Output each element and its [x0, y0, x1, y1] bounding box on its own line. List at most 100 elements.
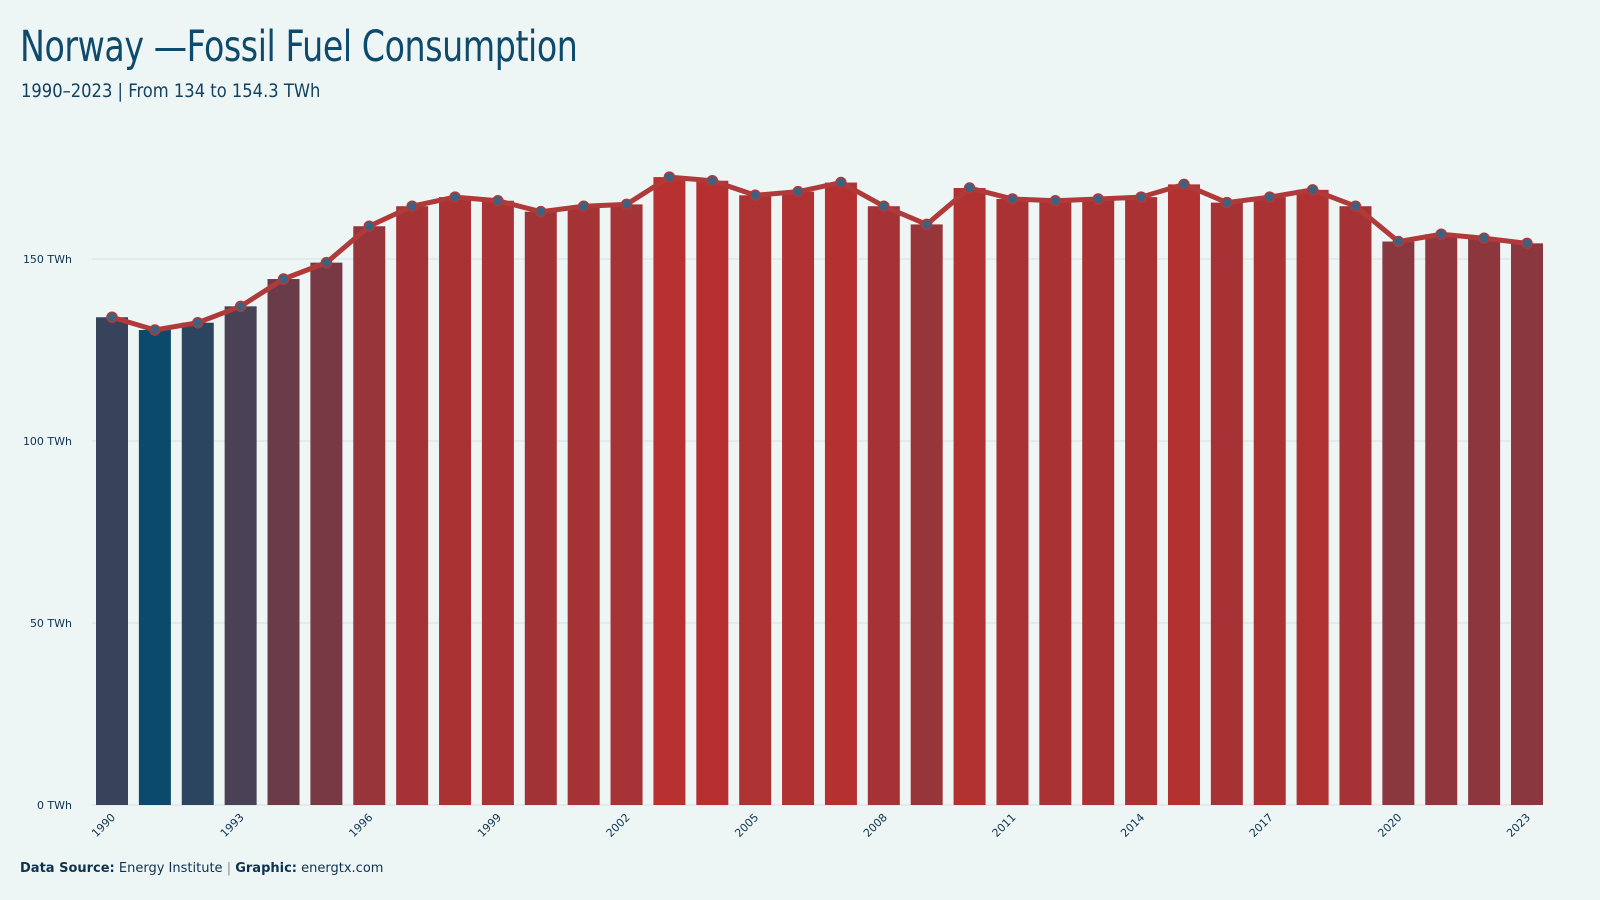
x-tick-label: 2011	[990, 811, 1019, 840]
trend-polyline	[109, 174, 1530, 333]
bar-2020	[1382, 241, 1415, 805]
bar-1998	[439, 197, 472, 805]
marker-1990	[106, 311, 118, 323]
bar-2008	[867, 206, 900, 806]
y-axis-tick-labels: 0 TWh 50 TWh 100 TWh 150 TWh	[23, 253, 72, 812]
y-tick-label: 100 TWh	[23, 435, 72, 448]
bar-1993	[224, 306, 257, 805]
marker-1997	[406, 200, 418, 212]
bar-1991	[138, 329, 171, 805]
marker-2002	[620, 198, 633, 211]
chart-title: Norway —Fossil Fuel Consumption	[20, 22, 578, 72]
bar-2012	[1039, 200, 1072, 805]
graphic-label: Graphic:	[235, 861, 297, 876]
marker-2017	[1263, 191, 1276, 203]
bar-1994	[267, 279, 300, 805]
y-tick-label: 50 TWh	[30, 617, 72, 630]
bar-1995	[310, 262, 343, 805]
footer-separator: |	[226, 861, 232, 876]
marker-2013	[1092, 193, 1104, 205]
marker-2006	[792, 185, 804, 198]
marker-1999	[492, 195, 504, 207]
y-tick-label: 0 TWh	[37, 799, 72, 812]
x-tick-label: 2020	[1375, 811, 1404, 840]
marker-2001	[577, 200, 590, 212]
bar-1997	[396, 206, 429, 806]
marker-2022	[1478, 232, 1490, 245]
x-tick-label: 2008	[861, 811, 890, 840]
x-axis-tick-labels: 1990 1993 1996 1999 2002 2005 2008 2011 2014 2017…	[89, 811, 1533, 840]
x-tick-label: 2002	[604, 811, 633, 840]
bar-2021	[1425, 234, 1458, 806]
marker-2005	[749, 189, 761, 202]
marker-2023	[1521, 237, 1533, 250]
x-tick-label: 1999	[475, 811, 504, 840]
bar-2000	[524, 211, 557, 805]
marker-2003	[663, 171, 676, 183]
bar-2001	[567, 206, 600, 806]
marker-2012	[1049, 195, 1062, 207]
marker-2004	[706, 174, 719, 187]
marker-1995	[320, 256, 333, 269]
bar-2017	[1253, 197, 1286, 805]
bar-2004	[696, 180, 729, 806]
bar-2019	[1339, 206, 1372, 806]
marker-2014	[1135, 191, 1147, 203]
bar-2006	[782, 191, 815, 805]
marker-2019	[1349, 200, 1362, 212]
bar-2013	[1082, 198, 1115, 805]
line-markers	[106, 171, 1533, 336]
source-footer: Data Source: Energy Institute | Graphic:…	[20, 861, 383, 876]
marker-1996	[363, 220, 376, 232]
bars	[96, 177, 1543, 806]
bar-2022	[1468, 238, 1501, 805]
source-value: Energy Institute	[118, 861, 223, 876]
marker-2015	[1178, 178, 1190, 191]
y-tick-label: 150 TWh	[23, 253, 72, 266]
marker-2000	[535, 205, 547, 218]
bar-2002	[610, 204, 643, 805]
bar-1999	[481, 200, 514, 805]
trend-line	[109, 174, 1530, 333]
marker-2011	[1006, 193, 1019, 205]
bar-2010	[953, 188, 986, 805]
x-tick-label: 2014	[1118, 811, 1147, 840]
marker-1994	[277, 273, 290, 285]
bar-1996	[353, 226, 386, 806]
bar-2003	[653, 177, 686, 806]
marker-2010	[963, 182, 976, 194]
bar-2011	[996, 198, 1029, 805]
marker-2021	[1435, 228, 1447, 240]
bar-1992	[181, 322, 214, 805]
x-tick-label: 1990	[89, 811, 118, 840]
marker-1991	[149, 324, 161, 336]
bar-2009	[910, 224, 943, 806]
graphic-value: energtx.com	[301, 861, 384, 876]
marker-1998	[449, 191, 461, 203]
bar-2005	[739, 195, 772, 806]
marker-1992	[192, 316, 204, 329]
x-tick-label: 2017	[1247, 811, 1276, 840]
bar-2015	[1167, 184, 1200, 805]
bar-2018	[1296, 189, 1329, 806]
x-tick-label: 2023	[1504, 811, 1533, 840]
bar-2016	[1210, 202, 1243, 805]
x-tick-label: 2005	[732, 811, 761, 840]
bar-2023	[1511, 243, 1543, 805]
source-label: Data Source:	[20, 861, 115, 876]
bar-2007	[824, 182, 857, 805]
bar-2014	[1125, 197, 1158, 805]
marker-2016	[1221, 196, 1233, 209]
marker-2009	[920, 218, 933, 231]
x-tick-label: 1993	[218, 811, 247, 840]
chart-subtitle: 1990–2023 | From 134 to 154.3 TWh	[21, 80, 321, 102]
marker-2020	[1392, 235, 1405, 248]
marker-2008	[878, 200, 890, 212]
x-tick-label: 1996	[346, 811, 375, 840]
marker-2007	[835, 176, 847, 189]
bar-1990	[96, 317, 128, 805]
marker-1993	[234, 300, 247, 313]
marker-2018	[1306, 184, 1319, 196]
